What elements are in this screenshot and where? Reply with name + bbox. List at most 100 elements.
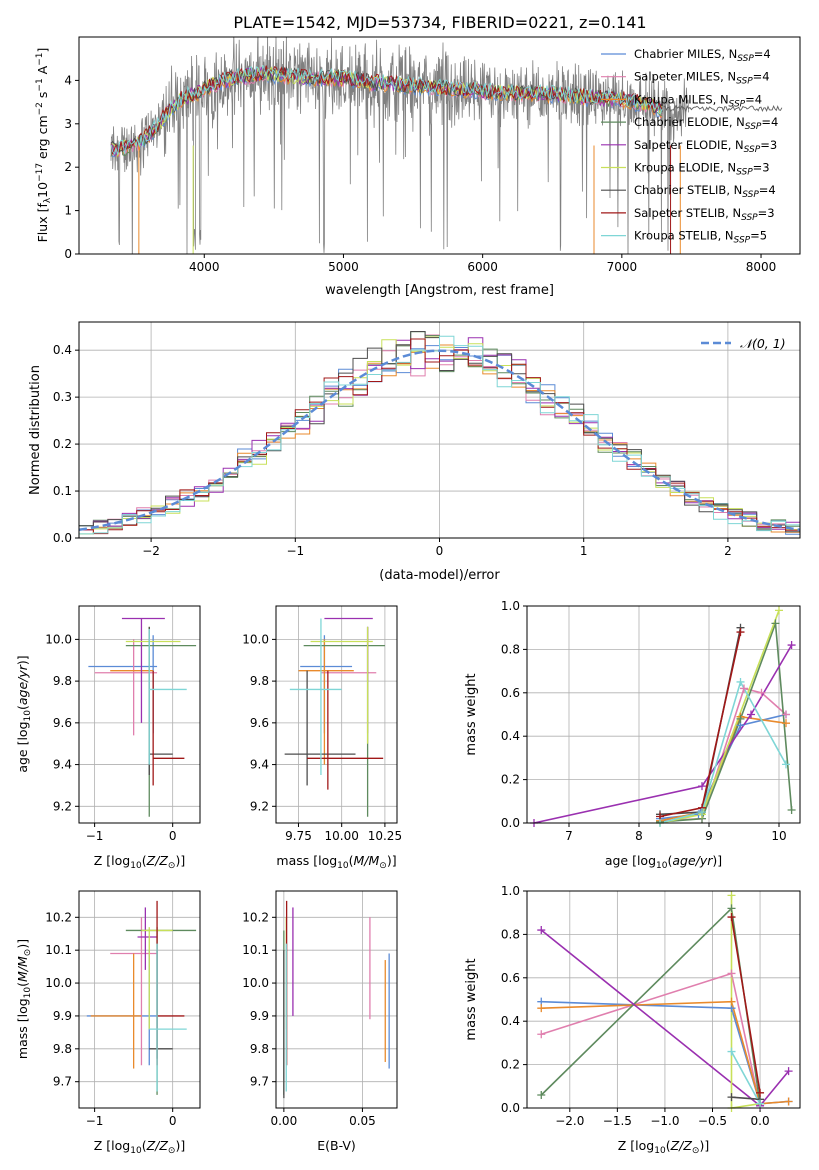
histogram-series: [79, 335, 800, 535]
legend-entry: 𝒩(0, 1): [740, 336, 786, 351]
x-tick-label: −1: [86, 1114, 104, 1128]
distribution-panel: −2 −1 0 1 2 0.0 0.1 0.2 0.3 0.4 𝒩(0, 1) (data-model…: [28, 321, 801, 583]
age-mass-panel: 9.75 10.00 10.25 9.2 9.4 9.6 9.8 10.0 mass [log1…: [242, 605, 402, 871]
y-tick-label: 0.0: [53, 531, 72, 545]
x-axis-label: wavelength [Angstrom, rest frame]: [325, 283, 554, 298]
y-tick-label: 9.6: [53, 716, 72, 730]
weight-z-panel: −2.0 −1.5 −1.0 −0.5 0.0 0.0 0.2 0.4 0.6 0.8 1.0 mas…: [464, 884, 801, 1156]
x-tick-label: 9.75: [285, 829, 312, 843]
x-axis-label: mass [log10(M/M⊙)]: [276, 853, 396, 871]
normal-curve: [79, 349, 800, 532]
y-tick-label: 10.2: [45, 910, 72, 924]
y-axis-label: Normed distribution: [28, 365, 43, 495]
y-tick-label: 4: [64, 73, 72, 87]
figure-title: PLATE=1542, MJD=53734, FIBERID=0221, z=0…: [233, 13, 646, 32]
x-axis-label: Z [log10(Z/Z⊙)]: [618, 1138, 709, 1156]
y-tick-label: 0.8: [501, 642, 520, 656]
x-axis-label: (data-model)/error: [379, 568, 500, 583]
x-axis-label: Z [log10(Z/Z⊙)]: [94, 1138, 185, 1156]
y-tick-label: 2: [64, 160, 72, 174]
plot-area: [88, 617, 197, 817]
weight-series-line: [541, 972, 761, 1106]
x-tick-label: 1: [580, 544, 588, 558]
y-tick-label: 9.2: [53, 799, 72, 813]
x-tick-label: 0: [169, 1114, 177, 1128]
x-axis-label: Z [log10(Z/Z⊙)]: [94, 853, 185, 871]
x-tick-label: −1.0: [650, 1114, 679, 1128]
y-tick-label: 0.3: [53, 390, 72, 404]
x-tick-label: −1.5: [603, 1114, 632, 1128]
weight-series-line: [731, 1096, 761, 1101]
model-spectrum: [110, 65, 663, 155]
weight-marker: [775, 606, 783, 615]
weight-marker: [740, 684, 748, 693]
x-tick-label: 9: [705, 829, 713, 843]
x-tick-label: 10.00: [325, 829, 359, 843]
weight-marker: [784, 1067, 793, 1076]
y-tick-label: 0.1: [53, 484, 72, 498]
x-tick-label: −2: [142, 544, 160, 558]
weight-marker: [727, 891, 736, 900]
weight-marker: [537, 926, 546, 935]
y-tick-label: 0.2: [53, 437, 72, 451]
weight-series-line: [730, 1051, 761, 1105]
legend-entry: Kroupa STELIB, NSSP=5: [634, 229, 767, 246]
y-tick-label: 0.0: [501, 816, 520, 830]
spectrum-panel: 4000 5000 6000 7000 8000 0 1 2 3 4 wavelength [Ang…: [35, 36, 801, 298]
weight-series-line: [659, 679, 787, 823]
weight-marker: [537, 1004, 546, 1013]
weight-marker: [787, 641, 796, 650]
weight-series-line: [533, 644, 793, 823]
weight-marker: [727, 904, 736, 913]
y-tick-label: 9.9: [250, 1009, 269, 1023]
weight-marker: [784, 1097, 793, 1106]
weight-marker: [727, 997, 736, 1006]
x-axis-label: E(B-V): [317, 1138, 356, 1153]
x-tick-label: 10: [771, 829, 786, 843]
weight-marker: [537, 1030, 546, 1039]
y-axis-label: mass weight: [464, 673, 479, 755]
x-tick-label: −2.0: [555, 1114, 584, 1128]
plot-area: [284, 617, 385, 817]
weight-marker: [727, 1093, 736, 1102]
y-tick-label: 9.4: [53, 758, 72, 772]
model-spectrum: [110, 64, 663, 156]
y-tick-label: 10.2: [242, 910, 269, 924]
y-axis-label: mass [log10(M/M⊙)]: [15, 939, 33, 1059]
y-tick-label: 1.0: [501, 884, 520, 898]
y-tick-label: 9.7: [250, 1075, 269, 1089]
axes-frame: [275, 605, 398, 824]
y-tick-label: 0.0: [501, 1101, 520, 1115]
weight-marker: [736, 714, 745, 723]
histogram-series: [79, 331, 800, 533]
axes-frame: [526, 890, 801, 1109]
legend-entry: Chabrier STELIB, NSSP=4: [634, 183, 776, 200]
mass-ebv-panel: 0.00 0.05 9.7 9.8 9.9 10.0 10.1 10.2 E(B-V): [242, 890, 398, 1153]
y-tick-label: 10.0: [45, 976, 72, 990]
x-tick-label: 2: [724, 544, 732, 558]
x-tick-label: 7: [565, 829, 573, 843]
weight-marker: [756, 1099, 765, 1108]
weight-marker: [736, 677, 745, 686]
plot-area: [283, 900, 390, 1099]
legend-entry: Salpeter ELODIE, NSSP=3: [634, 138, 777, 155]
y-tick-label: 10.0: [45, 632, 72, 646]
y-axis-label: age [log10(age/yr)]: [15, 655, 33, 772]
y-tick-label: 9.7: [53, 1075, 72, 1089]
y-tick-label: 9.8: [250, 1042, 269, 1056]
y-tick-label: 0.2: [501, 773, 520, 787]
x-tick-label: 10.25: [368, 829, 402, 843]
x-tick-label: 6000: [467, 260, 498, 274]
weight-series-line: [730, 895, 761, 1108]
y-tick-label: 1: [64, 204, 72, 218]
weight-marker: [756, 1088, 765, 1097]
weight-marker: [771, 619, 780, 628]
weight-marker: [782, 719, 790, 728]
legend-entry: Kroupa MILES, NSSP=4: [634, 92, 762, 109]
weight-marker: [537, 1090, 546, 1099]
y-tick-label: 9.6: [250, 716, 269, 730]
x-tick-label: 7000: [607, 260, 638, 274]
data-spectrum: [110, 37, 689, 254]
x-tick-label: 5000: [328, 260, 359, 274]
